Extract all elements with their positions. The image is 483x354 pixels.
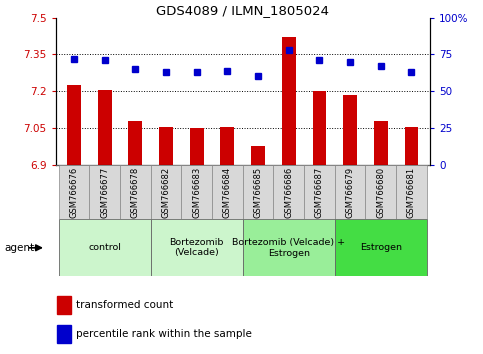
Text: GSM766679: GSM766679: [346, 166, 355, 218]
Bar: [335, 219, 427, 276]
Text: GSM766686: GSM766686: [284, 166, 293, 218]
Text: GSM766681: GSM766681: [407, 166, 416, 218]
Text: GSM766678: GSM766678: [131, 166, 140, 218]
Bar: [343, 95, 357, 165]
Bar: [58, 165, 89, 219]
Text: GSM766677: GSM766677: [100, 166, 109, 218]
Title: GDS4089 / ILMN_1805024: GDS4089 / ILMN_1805024: [156, 4, 329, 17]
Text: transformed count: transformed count: [76, 299, 173, 310]
Bar: [243, 165, 273, 219]
Text: GSM766682: GSM766682: [161, 166, 170, 218]
Text: agent: agent: [5, 243, 35, 253]
Bar: [335, 165, 366, 219]
Bar: [220, 127, 234, 165]
Text: GSM766680: GSM766680: [376, 166, 385, 218]
Text: control: control: [88, 243, 121, 252]
Text: Estrogen: Estrogen: [360, 243, 402, 252]
Text: GSM766683: GSM766683: [192, 166, 201, 218]
Text: GSM766676: GSM766676: [70, 166, 78, 218]
Bar: [243, 219, 335, 276]
Bar: [58, 219, 151, 276]
Bar: [57, 325, 71, 343]
Bar: [190, 128, 204, 165]
Bar: [151, 219, 243, 276]
Bar: [405, 127, 418, 165]
Text: GSM766685: GSM766685: [254, 166, 263, 218]
Bar: [304, 165, 335, 219]
Text: Bortezomib
(Velcade): Bortezomib (Velcade): [170, 238, 224, 257]
Bar: [282, 37, 296, 165]
Bar: [120, 165, 151, 219]
Bar: [98, 90, 112, 165]
Text: percentile rank within the sample: percentile rank within the sample: [76, 329, 252, 339]
Bar: [67, 85, 81, 165]
Bar: [128, 120, 142, 165]
Text: GSM766687: GSM766687: [315, 166, 324, 218]
Bar: [251, 146, 265, 165]
Bar: [374, 120, 388, 165]
Bar: [313, 91, 327, 165]
Bar: [212, 165, 243, 219]
Bar: [273, 165, 304, 219]
Bar: [181, 165, 212, 219]
Bar: [89, 165, 120, 219]
Bar: [396, 165, 427, 219]
Bar: [151, 165, 181, 219]
Text: GSM766684: GSM766684: [223, 166, 232, 218]
Bar: [159, 127, 173, 165]
Bar: [57, 296, 71, 314]
Text: Bortezomib (Velcade) +
Estrogen: Bortezomib (Velcade) + Estrogen: [232, 238, 345, 257]
Bar: [366, 165, 396, 219]
